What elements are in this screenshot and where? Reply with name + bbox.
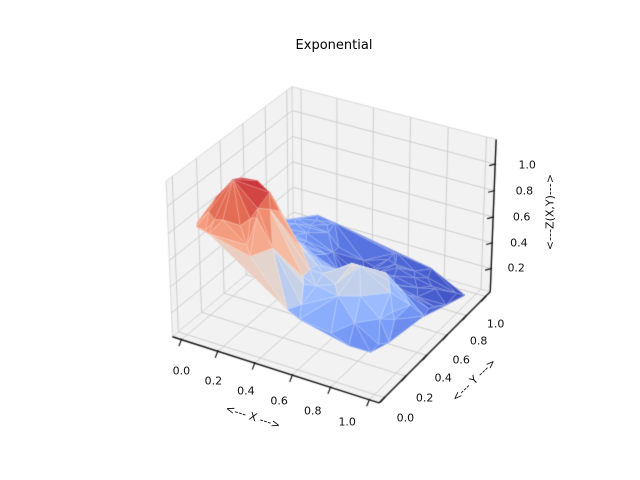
z-axis-label: <---Z(X,Y)--->	[543, 173, 557, 251]
x-tick-label-3: 0.6	[270, 394, 288, 408]
y-tick-label-1: 0.2	[415, 391, 434, 405]
z-tick-label-3: 0.8	[515, 184, 534, 198]
x-tick-label-4: 0.8	[304, 404, 322, 418]
x-tick-label-1: 0.2	[204, 374, 223, 387]
y-tick-label-5: 1.0	[486, 317, 505, 330]
x-tick-label-5: 1.0	[338, 415, 356, 429]
plot-title: Exponential	[295, 38, 373, 53]
y-tick-label-2: 0.4	[434, 371, 452, 385]
z-tick-label-1: 0.4	[510, 236, 528, 249]
y-tick-label-4: 0.8	[469, 334, 488, 348]
x-tick-label-0: 0.0	[172, 364, 191, 378]
x-tick-label-2: 0.4	[237, 384, 255, 397]
z-tick-label-2: 0.6	[512, 210, 531, 224]
y-tick-label-0: 0.0	[396, 411, 415, 424]
z-tick-label-0: 0.2	[507, 261, 525, 275]
z-tick-label-4: 1.0	[518, 158, 536, 172]
y-tick-label-3: 0.6	[452, 353, 470, 366]
